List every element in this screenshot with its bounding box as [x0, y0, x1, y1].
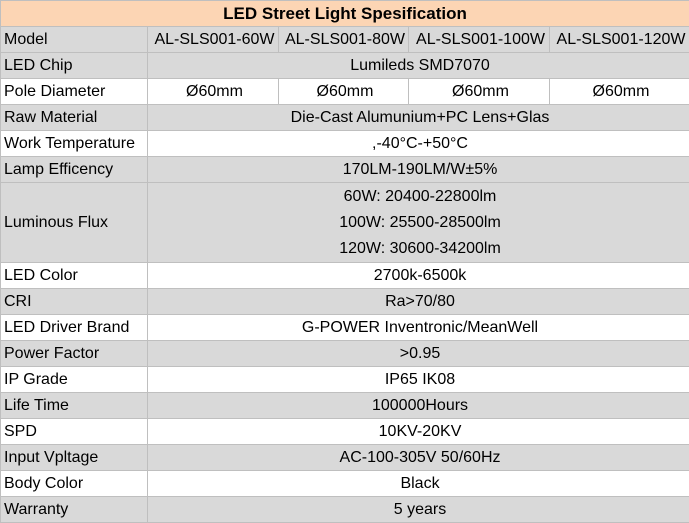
pole-diameter-value: Ø60mm: [148, 79, 279, 105]
table-title: LED Street Light Spesification: [1, 1, 689, 27]
table-row: Raw Material Die-Cast Alumunium+PC Lens+…: [1, 105, 689, 131]
table-row: LED Driver Brand G-POWER Inventronic/Mea…: [1, 315, 689, 341]
pole-diameter-value: Ø60mm: [409, 79, 550, 105]
model-value: AL-SLS001-100W: [409, 27, 550, 53]
row-label-body-color: Body Color: [1, 471, 148, 497]
row-label-luminous-flux: Luminous Flux: [1, 183, 148, 263]
table-row: Luminous Flux 60W: 20400-22800lm 100W: 2…: [1, 183, 689, 263]
table-row: Model AL-SLS001-60W AL-SLS001-80W AL-SLS…: [1, 27, 689, 53]
table-row: Work Temperature ,-40°C-+50°C: [1, 131, 689, 157]
row-label-led-color: LED Color: [1, 263, 148, 289]
input-voltage-value: AC-100-305V 50/60Hz: [148, 445, 689, 471]
table-row: Pole Diameter Ø60mm Ø60mm Ø60mm Ø60mm: [1, 79, 689, 105]
row-label-led-chip: LED Chip: [1, 53, 148, 79]
row-label-work-temperature: Work Temperature: [1, 131, 148, 157]
work-temperature-value: ,-40°C-+50°C: [148, 131, 689, 157]
title-row: LED Street Light Spesification: [1, 1, 689, 27]
led-color-value: 2700k-6500k: [148, 263, 689, 289]
table-row: Power Factor >0.95: [1, 341, 689, 367]
row-label-model: Model: [1, 27, 148, 53]
lamp-efficency-value: 170LM-190LM/W±5%: [148, 157, 689, 183]
table-row: Body Color Black: [1, 471, 689, 497]
table-row: Warranty 5 years: [1, 497, 689, 523]
table-row: LED Color 2700k-6500k: [1, 263, 689, 289]
warranty-value: 5 years: [148, 497, 689, 523]
luminous-flux-line: 100W: 25500-28500lm: [151, 210, 689, 236]
table-row: IP Grade IP65 IK08: [1, 367, 689, 393]
model-value: AL-SLS001-80W: [279, 27, 409, 53]
cri-value: Ra>70/80: [148, 289, 689, 315]
ip-grade-value: IP65 IK08: [148, 367, 689, 393]
power-factor-value: >0.95: [148, 341, 689, 367]
model-value: AL-SLS001-120W: [550, 27, 689, 53]
row-label-power-factor: Power Factor: [1, 341, 148, 367]
table-row: Lamp Efficency 170LM-190LM/W±5%: [1, 157, 689, 183]
row-label-ip-grade: IP Grade: [1, 367, 148, 393]
table-row: SPD 10KV-20KV: [1, 419, 689, 445]
raw-material-value: Die-Cast Alumunium+PC Lens+Glas: [148, 105, 689, 131]
row-label-pole-diameter: Pole Diameter: [1, 79, 148, 105]
table-row: LED Chip Lumileds SMD7070: [1, 53, 689, 79]
table-row: CRI Ra>70/80: [1, 289, 689, 315]
table-row: Life Time 100000Hours: [1, 393, 689, 419]
pole-diameter-value: Ø60mm: [550, 79, 689, 105]
row-label-lamp-efficency: Lamp Efficency: [1, 157, 148, 183]
row-label-input-voltage: Input Vpltage: [1, 445, 148, 471]
row-label-raw-material: Raw Material: [1, 105, 148, 131]
row-label-cri: CRI: [1, 289, 148, 315]
pole-diameter-value: Ø60mm: [279, 79, 409, 105]
row-label-warranty: Warranty: [1, 497, 148, 523]
luminous-flux-values: 60W: 20400-22800lm 100W: 25500-28500lm 1…: [148, 183, 689, 263]
row-label-life-time: Life Time: [1, 393, 148, 419]
life-time-value: 100000Hours: [148, 393, 689, 419]
spd-value: 10KV-20KV: [148, 419, 689, 445]
row-label-spd: SPD: [1, 419, 148, 445]
row-label-led-driver-brand: LED Driver Brand: [1, 315, 148, 341]
led-chip-value: Lumileds SMD7070: [148, 53, 689, 79]
luminous-flux-line: 60W: 20400-22800lm: [151, 184, 689, 210]
table-row: Input Vpltage AC-100-305V 50/60Hz: [1, 445, 689, 471]
luminous-flux-line: 120W: 30600-34200lm: [151, 236, 689, 262]
model-value: AL-SLS001-60W: [148, 27, 279, 53]
body-color-value: Black: [148, 471, 689, 497]
led-driver-brand-value: G-POWER Inventronic/MeanWell: [148, 315, 689, 341]
